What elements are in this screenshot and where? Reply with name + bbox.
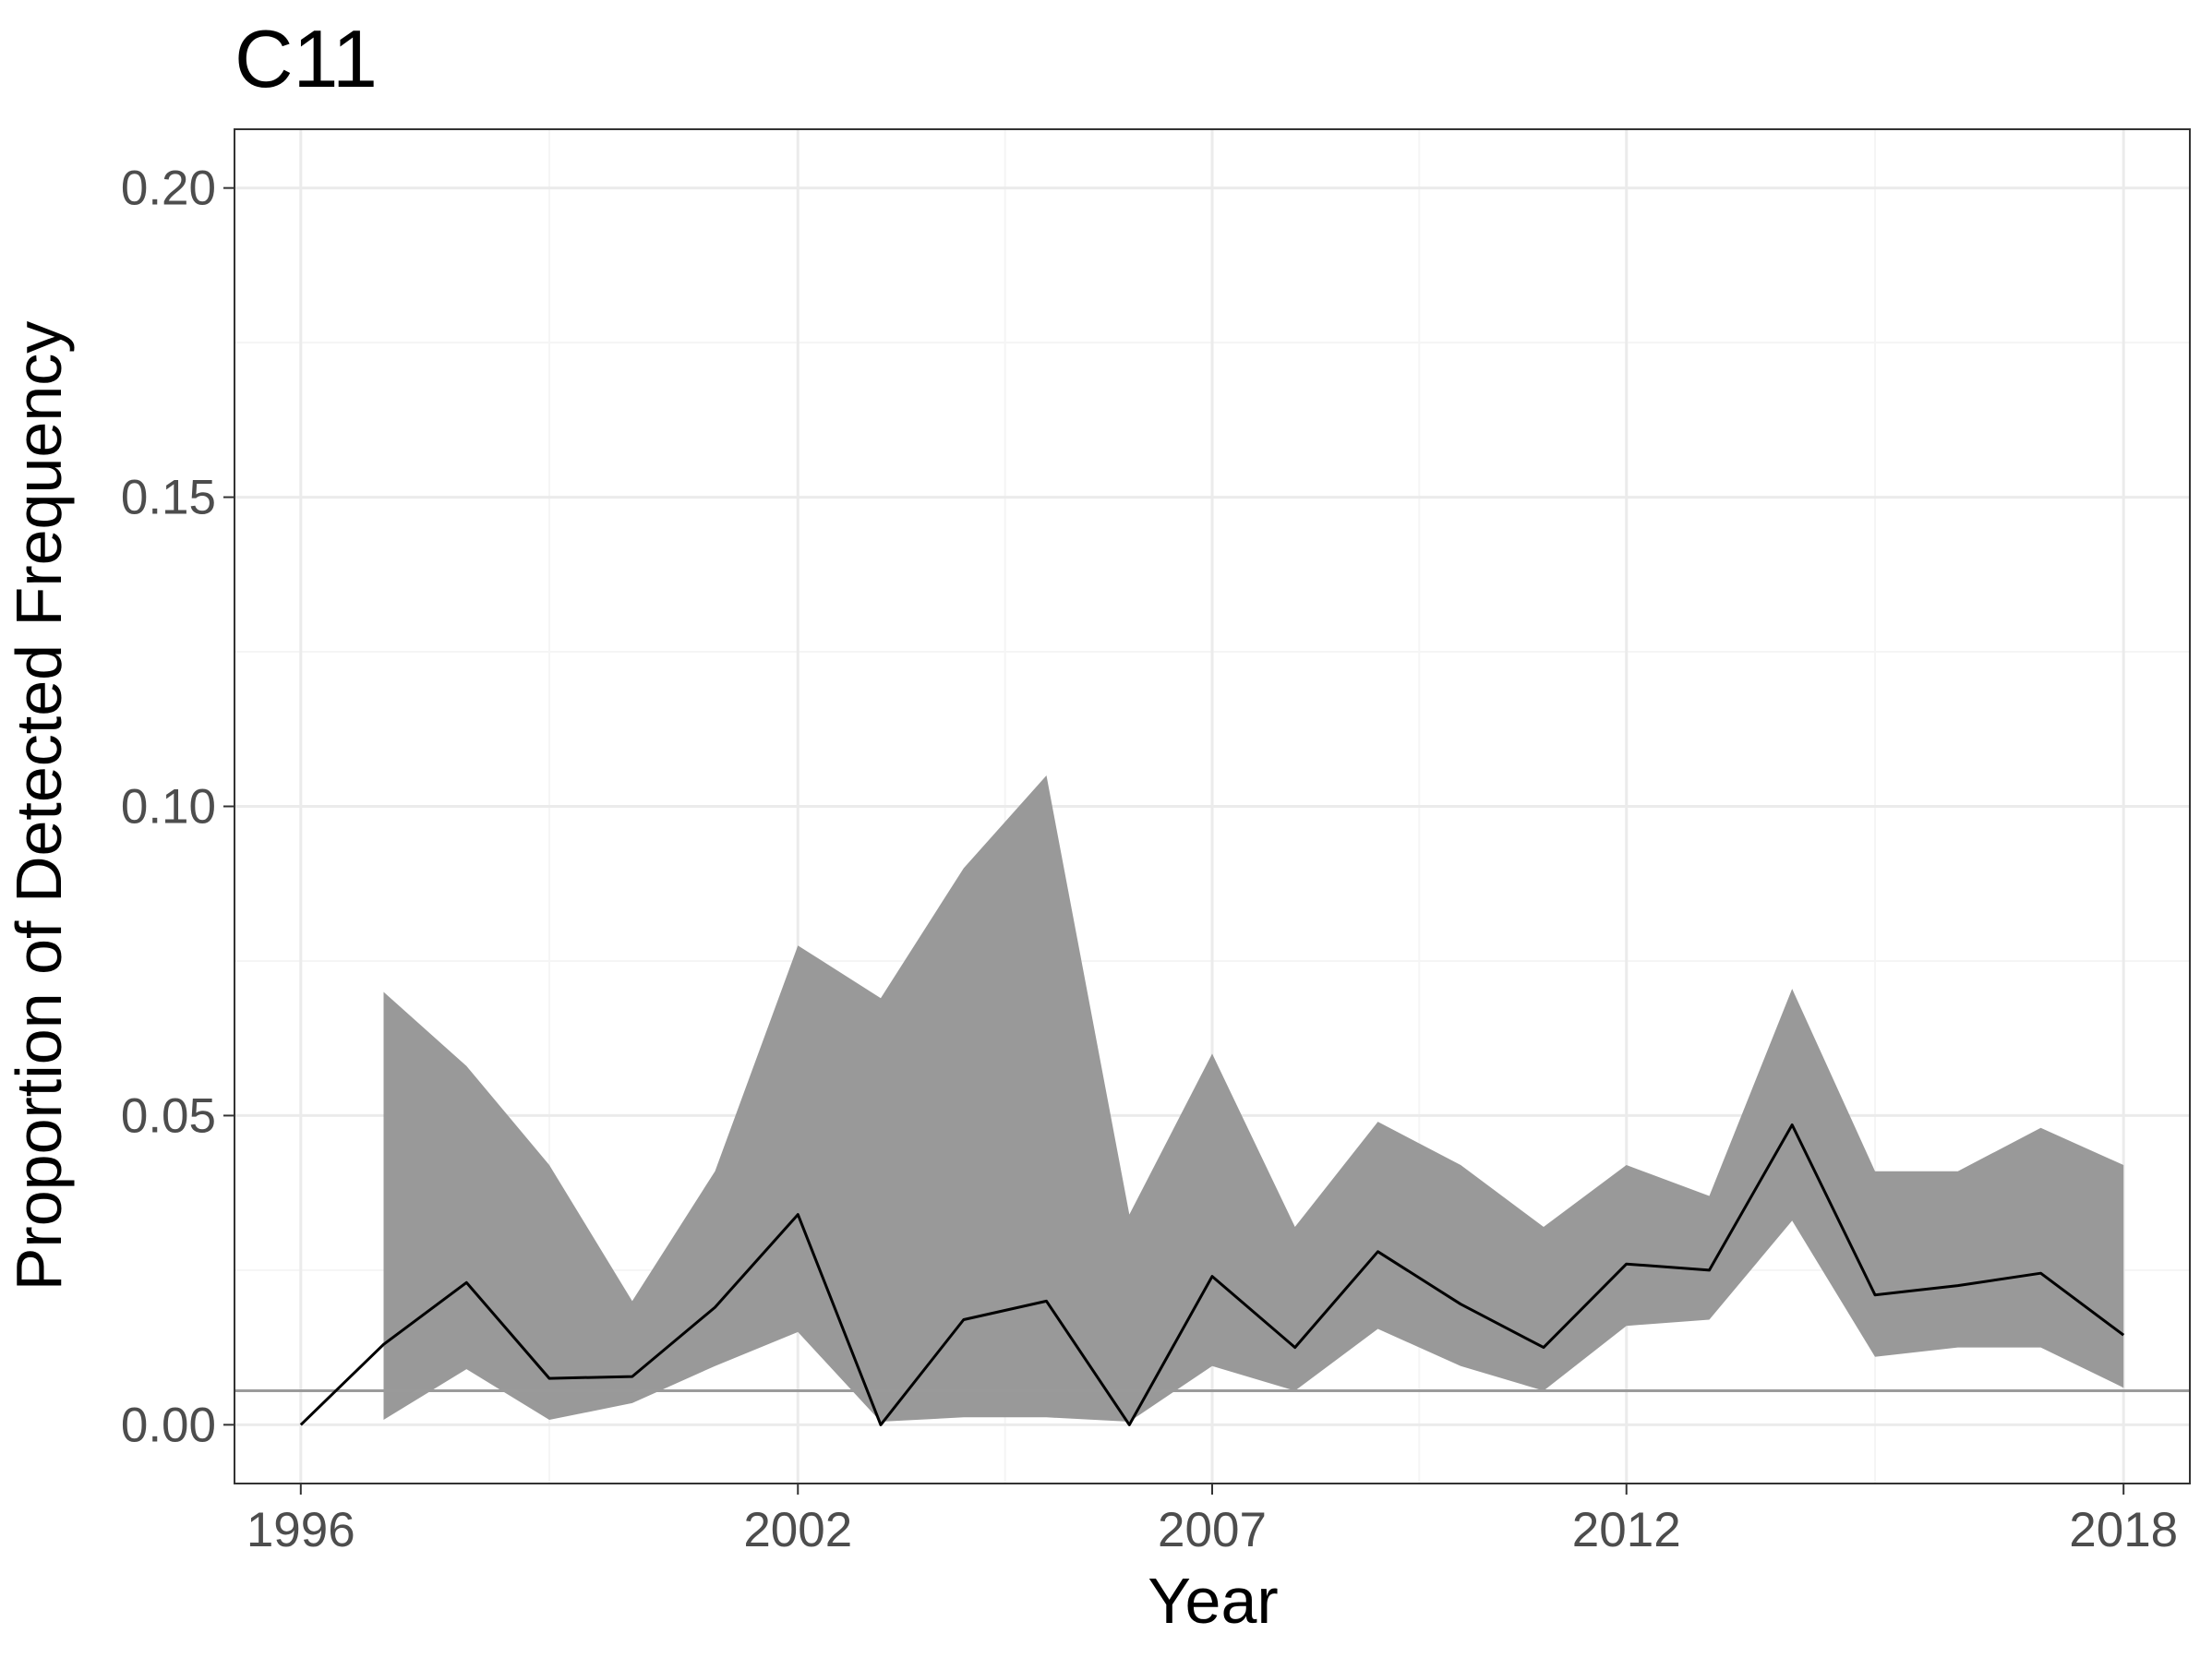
series-line-layer xyxy=(299,1123,2125,1426)
y-axis-tick-labels: 0.00 0.05 0.10 0.15 0.20 xyxy=(121,162,216,1453)
y-tick-label: 0.05 xyxy=(121,1088,216,1143)
y-tick-label: 0.10 xyxy=(121,780,216,835)
y-axis-title: Proportion of Detected Frequency xyxy=(3,321,75,1292)
x-tick-label: 2007 xyxy=(1158,1503,1267,1557)
x-axis-tick-labels: 1996 2002 2007 2012 2018 xyxy=(246,1503,2178,1557)
x-tick-label: 1996 xyxy=(246,1503,355,1557)
confidence-band-layer xyxy=(383,775,2124,1422)
x-tick-label: 2002 xyxy=(743,1503,852,1557)
chart-title: C11 xyxy=(234,13,378,104)
x-tick-label: 2012 xyxy=(1572,1503,1681,1557)
y-tick-label: 0.15 xyxy=(121,471,216,525)
x-tick-label: 2018 xyxy=(2069,1503,2178,1557)
confidence-band xyxy=(383,775,2124,1422)
x-axis-title: Year xyxy=(1148,1565,1278,1637)
axis-ticks xyxy=(223,186,2125,1495)
y-tick-label: 0.00 xyxy=(121,1398,216,1452)
series-line xyxy=(299,1123,2125,1426)
y-tick-label: 0.20 xyxy=(121,162,216,216)
